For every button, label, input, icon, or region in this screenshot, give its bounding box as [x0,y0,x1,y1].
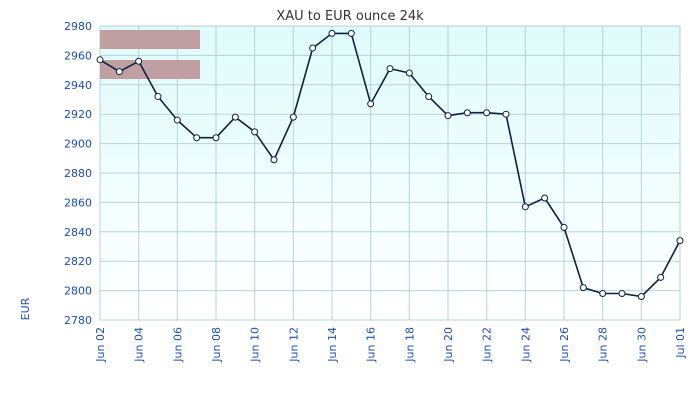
y-tick-label: 2820 [64,255,92,268]
y-tick-label: 2840 [64,226,92,239]
data-point [270,156,278,164]
data-point [541,194,549,202]
data-point [289,113,297,121]
data-point [463,109,471,117]
data-point [579,284,587,292]
x-tick-label: Jun 02 [94,327,107,363]
data-point [599,290,607,298]
x-tick-label: Jun 28 [597,327,610,363]
x-tick-label: Jun 04 [133,327,146,363]
data-point [212,134,220,142]
y-tick-label: 2800 [64,285,92,298]
x-tick-label: Jul 01 [674,327,687,359]
y-tick-label: 2780 [64,314,92,327]
y-tick-label: 2960 [64,49,92,62]
plot-border [99,25,681,321]
data-point [386,65,394,73]
data-point [637,292,645,300]
data-point [173,116,181,124]
data-point [502,110,510,118]
legend-swatch [100,60,200,79]
data-point [483,109,491,117]
data-point [560,223,568,231]
chart-title: XAU to EUR ounce 24k [276,9,424,24]
legend-swatch [100,30,200,49]
x-tick-label: Jun 18 [403,327,416,363]
y-tick-label: 2860 [64,196,92,209]
x-tick-label: Jun 24 [519,327,532,363]
data-point [425,93,433,101]
x-tick-label: Jun 26 [558,327,571,363]
data-point [115,68,123,76]
data-point [309,44,317,52]
data-point [347,29,355,37]
y-tick-label: 2900 [64,138,92,151]
plot-area: 2780 2800 2820 2840 2860 2880 2900 2920 2940 2960… [64,20,687,363]
x-tick-label: Jun 22 [481,327,494,363]
x-tick-label: Jun 16 [365,327,378,363]
x-tick-label: Jun 14 [326,327,339,363]
data-point [521,203,529,211]
x-tick-label: Jun 06 [171,327,184,363]
data-point [193,134,201,142]
x-tick-label: Jun 30 [635,327,648,363]
x-tick-label: Jun 20 [442,327,455,363]
data-point [676,237,684,245]
data-point [618,290,626,298]
x-tick-label: Jun 10 [249,327,262,363]
data-point [328,29,336,37]
data-point [657,273,665,281]
y-tick-label: 2980 [64,20,92,33]
x-tick-label: Jun 08 [210,327,223,363]
y-tick-label: 2920 [64,108,92,121]
y-axis-label: EUR [19,297,32,320]
data-point [96,56,104,64]
data-point [251,128,259,136]
data-point [405,69,413,77]
x-tick-label: Jun 12 [287,327,300,363]
data-point [444,112,452,120]
data-point [135,57,143,65]
data-point [367,100,375,108]
y-tick-label: 2940 [64,79,92,92]
y-tick-label: 2880 [64,167,92,180]
data-point [231,113,239,121]
data-point [154,93,162,101]
